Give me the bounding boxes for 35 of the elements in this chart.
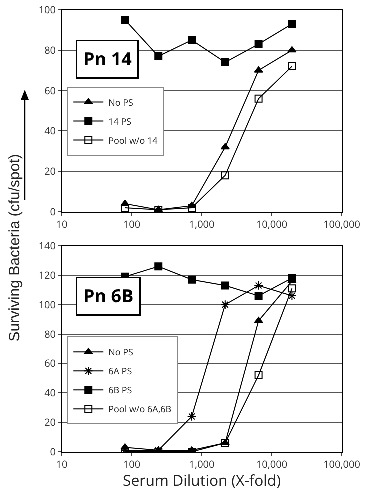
- x-tick-label: 100,000: [324, 217, 361, 231]
- x-tick-label: 10: [56, 217, 68, 231]
- legend-label: Pool w/o 6A,6B: [108, 402, 172, 416]
- y-tick-label: 100: [38, 297, 56, 312]
- x-tick-label: 1,000: [189, 217, 216, 231]
- y-tick-label: 0: [50, 444, 56, 458]
- x-tick-label: 1,000: [189, 457, 216, 471]
- y-tick-label: 20: [44, 415, 56, 430]
- legend-label: No PS: [108, 346, 134, 359]
- legend-label: 6B PS: [108, 384, 132, 397]
- legend-label: 14 PS: [108, 114, 132, 128]
- x-tick-label: 10: [56, 457, 68, 471]
- y-axis-title: Surviving Bacteria (cfu/spot): [6, 154, 24, 342]
- y-tick-label: 40: [44, 386, 56, 400]
- y-tick-label: 60: [44, 83, 56, 98]
- x-tick-label: 100: [123, 217, 141, 231]
- legend-label: No PS: [108, 96, 134, 109]
- x-tick-label: 10,000: [256, 457, 288, 471]
- y-tick-label: 140: [38, 238, 56, 252]
- y-tick-label: 20: [44, 164, 56, 178]
- annotation: Pn 14: [84, 48, 132, 72]
- x-tick-label: 10,000: [256, 217, 288, 231]
- x-tick-label: 100,000: [324, 457, 361, 471]
- y-tick-label: 0: [50, 204, 56, 218]
- legend-label: 6A PS: [108, 364, 132, 378]
- y-tick-label: 60: [44, 356, 56, 370]
- annotation: Pn 6B: [84, 284, 134, 308]
- y-tick-label: 80: [44, 326, 56, 341]
- x-tick-label: 100: [123, 457, 141, 471]
- x-axis-title: Serum Dilution (X-fold): [122, 471, 282, 491]
- y-tick-label: 100: [38, 2, 56, 16]
- y-tick-label: 120: [38, 268, 56, 282]
- y-tick-label: 80: [44, 42, 56, 57]
- y-tick-label: 40: [44, 124, 56, 138]
- legend-label: Pool w/o 14: [108, 134, 158, 147]
